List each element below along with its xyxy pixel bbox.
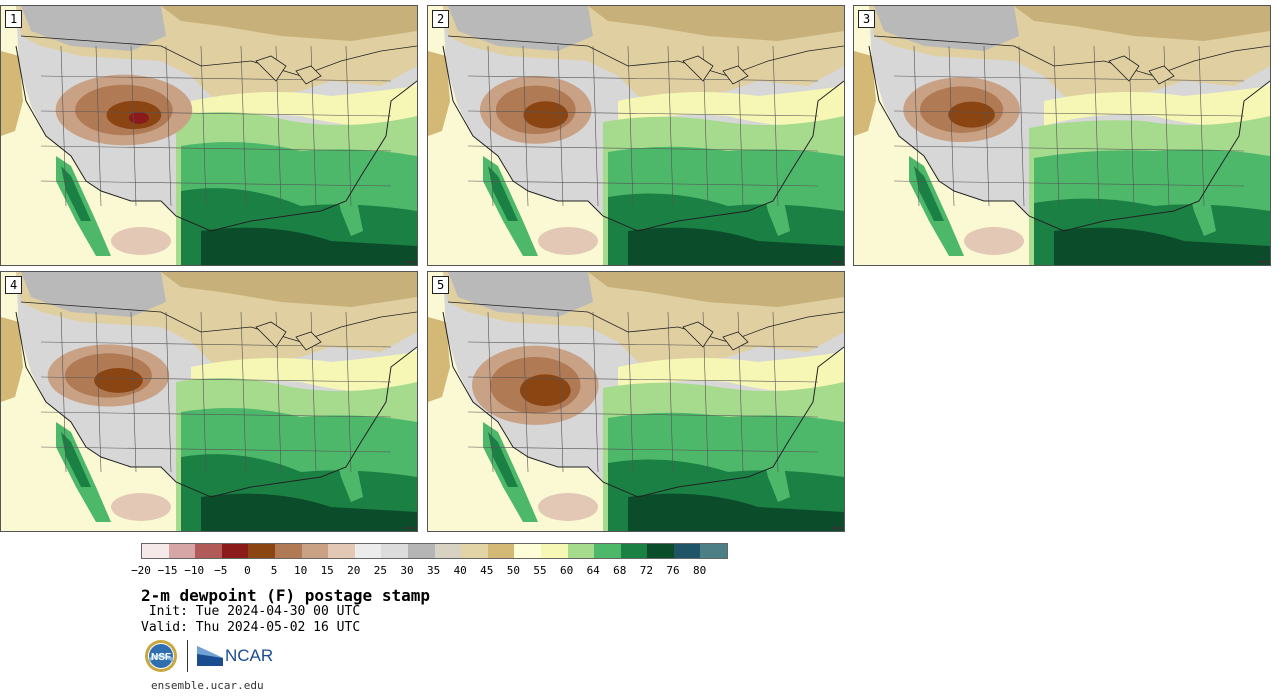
- scale-mark: [405, 527, 415, 529]
- colorbar-cell: [514, 544, 541, 558]
- colorbar-cell: [487, 544, 515, 558]
- colorbar-cell: [221, 544, 249, 558]
- colorbar-cell: [354, 544, 382, 558]
- colorbar-cell: [620, 544, 648, 558]
- colorbar-tick-label: 60: [559, 564, 574, 577]
- colorbar-cell: [700, 544, 728, 558]
- nsf-logo-text: NSF: [151, 652, 171, 663]
- map-panel-5[interactable]: 5: [427, 271, 845, 532]
- colorbar-cell: [248, 544, 275, 558]
- colorbar-tick-label: 45: [480, 564, 494, 577]
- colorbar-tick-label: 40: [453, 564, 467, 577]
- init-time: Init: Tue 2024-04-30 00 UTC: [141, 604, 361, 619]
- colorbar-tick-label: 30: [400, 564, 414, 577]
- map-panel-3[interactable]: 3: [853, 5, 1271, 266]
- logos: NSF NCAR: [144, 638, 273, 674]
- map-panel-4[interactable]: 4: [0, 271, 418, 532]
- scale-mark: [832, 261, 842, 263]
- colorbar-tick-label: 50: [506, 564, 521, 577]
- colorbar-cell: [567, 544, 595, 558]
- map-graphic: [1, 6, 417, 265]
- panel-number: 1: [5, 10, 23, 28]
- colorbar-cell: [381, 544, 408, 558]
- colorbar-tick-label: 80: [692, 564, 707, 577]
- valid-time: Valid: Thu 2024-05-02 16 UTC: [141, 620, 361, 635]
- map-panel-1[interactable]: 1: [0, 5, 418, 266]
- colorbar: [141, 543, 729, 559]
- colorbar-cell: [301, 544, 329, 558]
- colorbar-cell: [195, 544, 222, 558]
- map-graphic: [854, 6, 1270, 265]
- ncar-logo-icon: [197, 646, 223, 666]
- colorbar-tick-label: −20: [131, 564, 151, 577]
- colorbar-tick-label: 15: [320, 564, 334, 577]
- colorbar-tick-label: −5: [214, 564, 228, 577]
- colorbar-cell: [142, 544, 169, 558]
- scale-mark: [405, 261, 415, 263]
- panel-number: 2: [432, 10, 450, 28]
- colorbar-cell: [407, 544, 435, 558]
- colorbar-cell: [434, 544, 462, 558]
- colorbar-tick-label: 35: [426, 564, 441, 577]
- chart-title: 2-m dewpoint (F) postage stamp: [141, 586, 430, 605]
- map-graphic: [428, 272, 844, 531]
- panel-number: 5: [432, 276, 450, 294]
- colorbar-tick-label: −15: [157, 564, 178, 577]
- colorbar-cell: [461, 544, 488, 558]
- colorbar-tick-label: 25: [373, 564, 388, 577]
- colorbar-tick-label: 68: [613, 564, 627, 577]
- logo-divider: [187, 640, 188, 672]
- scale-mark: [832, 527, 842, 529]
- colorbar-cell: [594, 544, 621, 558]
- colorbar-tick-label: 76: [666, 564, 680, 577]
- colorbar-cell: [647, 544, 674, 558]
- panel-number: 4: [5, 276, 23, 294]
- colorbar-tick-label: 72: [639, 564, 654, 577]
- nsf-logo-icon: NSF: [145, 640, 177, 672]
- map-panel-2[interactable]: 2: [427, 5, 845, 266]
- colorbar-cell: [274, 544, 302, 558]
- colorbar-tick-label: 64: [586, 564, 600, 577]
- ncar-logo-text: NCAR: [225, 646, 274, 665]
- map-graphic: [428, 6, 844, 265]
- colorbar-tick-label: 10: [293, 564, 308, 577]
- colorbar-tick-label: −10: [184, 564, 205, 577]
- map-graphic: [1, 272, 417, 531]
- panel-number: 3: [858, 10, 876, 28]
- website-link[interactable]: ensemble.ucar.edu: [151, 679, 264, 692]
- colorbar-tick-label: 20: [347, 564, 361, 577]
- colorbar-tick-label: 5: [270, 564, 278, 577]
- colorbar-tick-label: 55: [533, 564, 547, 577]
- scale-mark: [1258, 261, 1268, 263]
- colorbar-cell: [540, 544, 568, 558]
- colorbar-cell: [673, 544, 701, 558]
- colorbar-tick-label: 0: [244, 564, 251, 577]
- colorbar-cell: [168, 544, 196, 558]
- colorbar-cell: [328, 544, 355, 558]
